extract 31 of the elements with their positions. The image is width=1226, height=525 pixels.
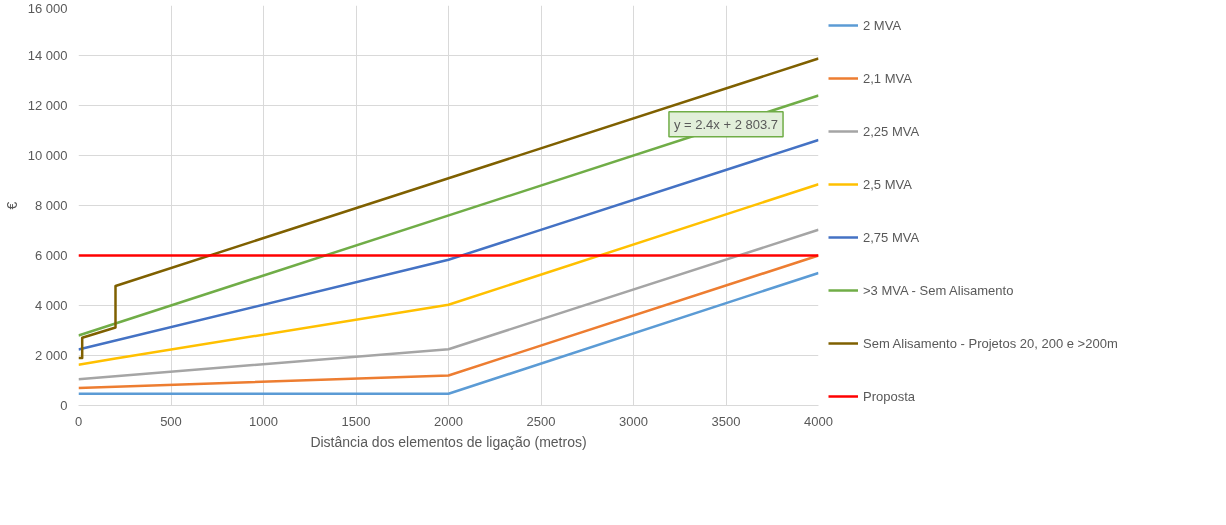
y-axis-title: € [3, 201, 20, 210]
x-tick-label: 2500 [526, 413, 556, 429]
annotation: y = 2.4x + 2 803.7 [673, 116, 779, 132]
x-axis-title: Distância dos elementos de ligação (metros) [310, 433, 587, 450]
line-series [78, 183, 819, 366]
y-tick-label: 14 000 [27, 48, 68, 63]
y-tick-label: 10 000 [27, 148, 68, 163]
legend-label: Proposta [863, 388, 916, 404]
y-tick-label: 16 000 [27, 0, 68, 16]
x-tick-label: 500 [160, 413, 182, 429]
x-tick-label: 3500 [711, 413, 741, 429]
legend-label: Sem Alisamento - Projetos 20, 200 e >200m [863, 335, 1118, 351]
y-tick-label: 2 000 [34, 348, 68, 363]
legend-label: >3 MVA - Sem Alisamento [863, 282, 1014, 298]
legend-label: 2,1 MVA [863, 70, 912, 86]
legend-label: 2,75 MVA [863, 229, 920, 245]
legend-label: 2,5 MVA [863, 176, 912, 192]
legend-label: 2,25 MVA [863, 123, 920, 139]
legend-label: 2 MVA [863, 17, 902, 33]
line-series [78, 57, 819, 360]
x-tick-label: 1500 [341, 413, 371, 429]
x-tick-label: 2000 [434, 413, 463, 429]
y-tick-label: 0 [60, 398, 68, 413]
y-tick-label: 12 000 [27, 98, 68, 113]
y-tick-label: 6 000 [34, 248, 68, 263]
x-tick-label: 4000 [804, 413, 833, 429]
y-tick-label: 8 000 [34, 198, 68, 213]
x-tick-label: 3000 [619, 413, 648, 429]
x-tick-label: 1000 [249, 413, 278, 429]
x-tick-label: 0 [74, 413, 83, 429]
y-tick-label: 4 000 [34, 298, 68, 313]
